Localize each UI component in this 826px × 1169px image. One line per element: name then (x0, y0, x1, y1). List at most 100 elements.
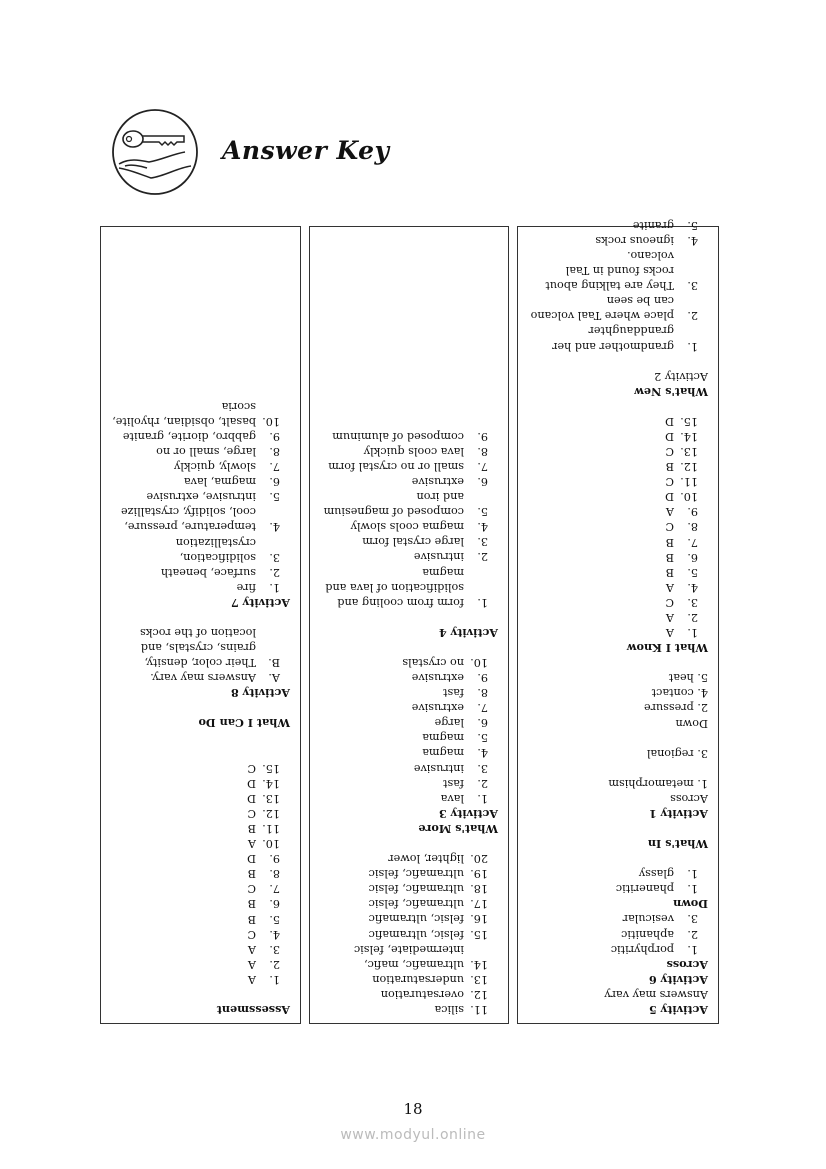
item-number: 14. (262, 776, 280, 790)
item-number: B. (268, 656, 280, 670)
item-answer: A (665, 611, 674, 625)
item-number: 2. (687, 927, 698, 941)
answer-item: 6. extrusive (318, 474, 498, 489)
answer-item: 14. ultramafic, mafic, intermediate, fels… (318, 942, 498, 972)
section-heading: What I Know (526, 640, 708, 655)
item-answer: extrusive (411, 475, 464, 488)
text-line: 1. metamorphism (526, 776, 708, 791)
spacer (109, 610, 290, 625)
answer-item: 5. granite (526, 218, 708, 233)
answer-item: 10. D (526, 489, 708, 504)
item-number: 5. (687, 565, 698, 579)
item-number: 3. (269, 942, 280, 956)
answer-item: 9. D (109, 851, 290, 866)
item-answer: basalt, obsidian, rhyolite, scoria (112, 399, 256, 428)
item-number: 4. (269, 927, 280, 941)
answer-item: 7. C (109, 881, 290, 896)
answer-item: 1. phaneritic (526, 881, 708, 896)
spacer (318, 640, 498, 655)
answer-item: 13. D (109, 791, 290, 806)
answer-item: 4. igneous rocks (526, 233, 708, 248)
item-answer: large, small or no (156, 445, 256, 458)
item-number: 1. (269, 580, 280, 594)
item-answer: fast (442, 686, 464, 700)
item-number: 12. (680, 460, 698, 474)
item-answer: B (665, 550, 674, 564)
item-answer: C (665, 445, 674, 458)
line-text: 2. pressure (643, 701, 708, 715)
item-answer: B (665, 535, 674, 549)
answer-item: 4. magma cools slowly (318, 519, 498, 534)
item-number: 4. (269, 520, 280, 534)
answer-item: 3. vesicular (526, 911, 708, 926)
item-answer: A (665, 580, 674, 594)
item-answer: extrusive (411, 671, 464, 685)
heading-text: Activity 7 (230, 595, 290, 610)
answer-item: 3. intrusive (318, 761, 498, 776)
item-number: 13. (262, 791, 280, 805)
item-answer: silica (434, 1003, 464, 1016)
answer-item: 7. B (526, 534, 708, 549)
line-text: Down (675, 716, 709, 730)
item-number: 10. (262, 837, 280, 851)
item-answer: granite (632, 218, 674, 232)
text-line: 5. heat (526, 670, 708, 685)
item-number: 7. (477, 459, 488, 473)
answer-item: 8. large, small or no (109, 444, 290, 459)
item-number: 10. (680, 490, 698, 504)
item-number: 2. (269, 957, 280, 971)
answer-item: 5. magma (318, 730, 498, 745)
answer-item: 7. slowly, quickly (109, 459, 290, 474)
item-number: 3. (687, 912, 698, 926)
item-answer: no crystals (402, 655, 464, 669)
section-heading: Activity 8 (109, 685, 290, 700)
item-answer: extrusive (411, 701, 464, 715)
item-number: 3. (687, 595, 698, 609)
item-number: 3. (687, 279, 698, 293)
item-answer: lava cools quickly (363, 444, 464, 458)
answer-item: 6. B (109, 896, 290, 911)
answer-item: 3. C (526, 595, 708, 610)
item-number: A. (268, 671, 280, 685)
line-text: Across (670, 791, 708, 805)
answer-item: 1. A (526, 625, 708, 640)
item-answer: intrusive, extrusive (146, 490, 256, 504)
answer-item: 6. large (318, 715, 498, 730)
item-answer: ultramafic, felsic (368, 897, 464, 911)
item-number: 4. (687, 580, 698, 594)
text-line: 4. contact (526, 685, 708, 700)
heading-text: What I Can Do (198, 716, 290, 731)
item-number: 9. (269, 429, 280, 443)
item-answer: C (247, 806, 256, 820)
answer-item: 9. gabbro, diorite, granite (109, 429, 290, 444)
answer-item: 11. silica (318, 1002, 498, 1017)
item-answer: ultramafic, mafic, intermediate, felsic (353, 942, 464, 971)
item-number: 8. (687, 520, 698, 534)
item-number: 4. (687, 233, 698, 247)
item-number: 1. (687, 942, 698, 956)
item-answer: B (247, 897, 256, 911)
answer-item: 10. basalt, obsidian, rhyolite, scoria (109, 399, 290, 429)
answer-item: 1. glassy (526, 866, 708, 881)
answer-item: 1. form from cooling and solidification o… (318, 564, 498, 609)
item-answer: grandmother and her granddaughter (552, 324, 674, 353)
item-answer: D (665, 490, 674, 504)
answer-item: 8. B (109, 866, 290, 881)
item-number: 7. (269, 882, 280, 896)
item-number: 9. (687, 505, 698, 519)
item-answer: ultramafic, felsic (368, 867, 464, 881)
answer-item: 15. felsic, ultramafic (318, 926, 498, 941)
answer-item: 9. composed of aluminum (318, 429, 498, 444)
answer-item: 10. no crystals (318, 655, 498, 670)
answer-item: 2. fast (318, 776, 498, 791)
watermark: www.modyul.online (340, 1127, 486, 1143)
item-number: 18. (470, 882, 488, 896)
section-heading: Down (526, 896, 708, 911)
item-number: 17. (470, 897, 488, 911)
heading-text: Assessment (216, 1003, 290, 1017)
item-answer: A (665, 505, 674, 519)
item-answer: Their color, density, grains, crystals, … (140, 626, 256, 670)
answer-item: 14. D (526, 429, 708, 444)
answer-item: 12. oversaturation (318, 987, 498, 1002)
